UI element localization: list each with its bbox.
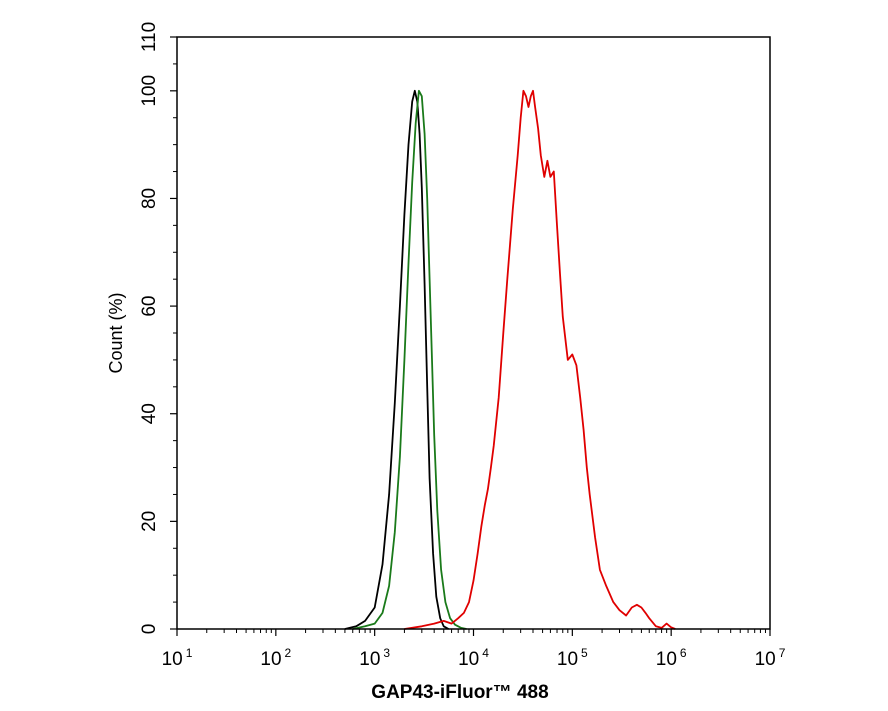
x-tick-label: 10 2 [260,646,291,670]
series-line [404,89,676,630]
y-tick-label: 100 [139,75,160,107]
y-tick-label: 60 [139,296,160,317]
x-axis-label: GAP43-iFluor™ 488 [371,682,548,703]
x-tick-label: 10 3 [359,646,390,670]
y-tick-label: 0 [139,624,160,635]
x-tick-label: 10 6 [656,646,687,670]
x-tick-label: 10 1 [162,646,193,670]
y-axis-ticks: 0 20 40 60 80 100 110 [139,22,177,634]
y-tick-label: 110 [139,22,160,52]
series-layer [344,89,676,630]
x-axis-ticks: 10 1 10 2 10 3 10 4 10 5 10 6 10 7 [162,629,786,670]
series-line [344,89,450,630]
y-axis-label: Count (%) [106,292,126,373]
plot-frame [176,36,771,630]
x-tick-label: 10 4 [458,646,489,670]
series-line [352,89,467,630]
y-tick-label: 80 [139,188,160,209]
x-tick-label: 10 7 [755,646,786,670]
x-tick-label: 10 5 [557,646,588,670]
y-tick-label: 40 [139,403,160,424]
y-tick-label: 20 [139,511,160,532]
